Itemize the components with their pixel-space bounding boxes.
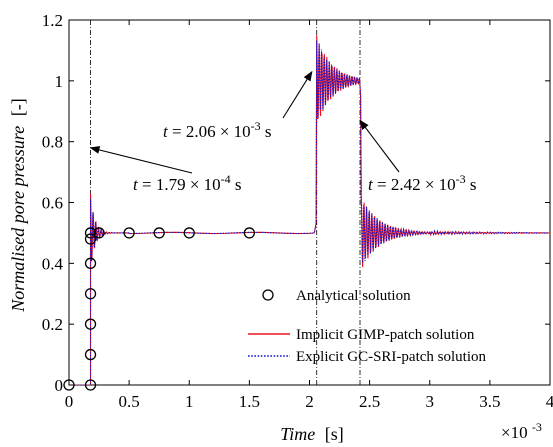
x-axis-title: Time [s] bbox=[280, 424, 344, 444]
analytical-point bbox=[84, 288, 97, 300]
axis-ticks: 0 0.5 1 1.5 2 2.5 3 3.5 4 0 0.2 0.4 0.6 0.8 1 1.2 bbox=[42, 11, 553, 411]
analytical-point bbox=[243, 227, 256, 239]
analytical-point bbox=[84, 227, 97, 239]
legend-label-analytical: Analytical solution bbox=[296, 288, 411, 304]
y-tick-label: 0.8 bbox=[42, 133, 63, 152]
x-multiplier-base: ×10 bbox=[501, 423, 528, 442]
legend-marker-analytical bbox=[262, 289, 274, 301]
x-tick-label: 3 bbox=[426, 392, 435, 411]
y-tick-label: 1 bbox=[55, 72, 64, 91]
x-tick-label: 2.5 bbox=[359, 392, 380, 411]
legend: Analytical solution Implicit GIMP-patch … bbox=[248, 288, 486, 365]
series-line-2 bbox=[69, 40, 550, 385]
analytical-point bbox=[84, 379, 97, 391]
x-tick-label: 2 bbox=[305, 392, 314, 411]
x-tick-label: 0 bbox=[65, 392, 74, 411]
annotation-arrow-2 bbox=[359, 119, 400, 173]
analytical-point bbox=[153, 227, 165, 239]
analytical-point bbox=[84, 318, 97, 330]
annotation-arrow-1 bbox=[282, 70, 313, 119]
analytical-point bbox=[183, 227, 195, 239]
y-tick-label: 0.4 bbox=[42, 254, 64, 273]
y-axis-title: Normalised pore pressure [-] bbox=[8, 98, 28, 312]
legend-label-implicit: Implicit GIMP-patch solution bbox=[296, 327, 475, 343]
annotation-arrow-0 bbox=[89, 146, 193, 174]
analytical-point bbox=[84, 257, 97, 269]
y-tick-label: 0 bbox=[55, 376, 64, 395]
x-tick-label: 4 bbox=[546, 392, 553, 411]
x-axis-multiplier: ×10 -3 bbox=[501, 420, 542, 442]
series-group bbox=[69, 35, 550, 385]
analytical-point bbox=[84, 348, 97, 361]
analytical-markers bbox=[63, 227, 256, 391]
annotation-label-2: t = 2.42 × 10-3 s bbox=[368, 172, 477, 194]
x-tick-label: 0.5 bbox=[119, 392, 140, 411]
annotation-label-0: t = 1.79 × 10-4 s bbox=[133, 172, 242, 194]
x-tick-label: 3.5 bbox=[479, 392, 500, 411]
y-tick-label: 1.2 bbox=[42, 11, 63, 30]
y-tick-label: 0.2 bbox=[42, 315, 63, 334]
annotations: t = 1.79 × 10-4 s t = 2.06 × 10-3 s t = 2.… bbox=[89, 70, 477, 194]
x-axis-unit: [s] bbox=[325, 424, 344, 444]
x-tick-label: 1 bbox=[185, 392, 194, 411]
legend-label-explicit: Explicit GC-SRI-patch solution bbox=[296, 349, 486, 365]
analytical-point bbox=[123, 227, 135, 239]
y-axis-label: Normalised pore pressure bbox=[8, 126, 28, 313]
annotation-label-1: t = 2.06 × 10-3 s bbox=[163, 119, 272, 141]
y-axis-unit: [-] bbox=[8, 98, 28, 116]
analytical-point bbox=[84, 233, 97, 245]
x-axis-label: Time bbox=[280, 424, 315, 444]
x-tick-label: 1.5 bbox=[239, 392, 260, 411]
analytical-point bbox=[93, 227, 105, 239]
y-tick-label: 0.6 bbox=[42, 194, 63, 213]
x-multiplier-exp: -3 bbox=[532, 420, 542, 434]
